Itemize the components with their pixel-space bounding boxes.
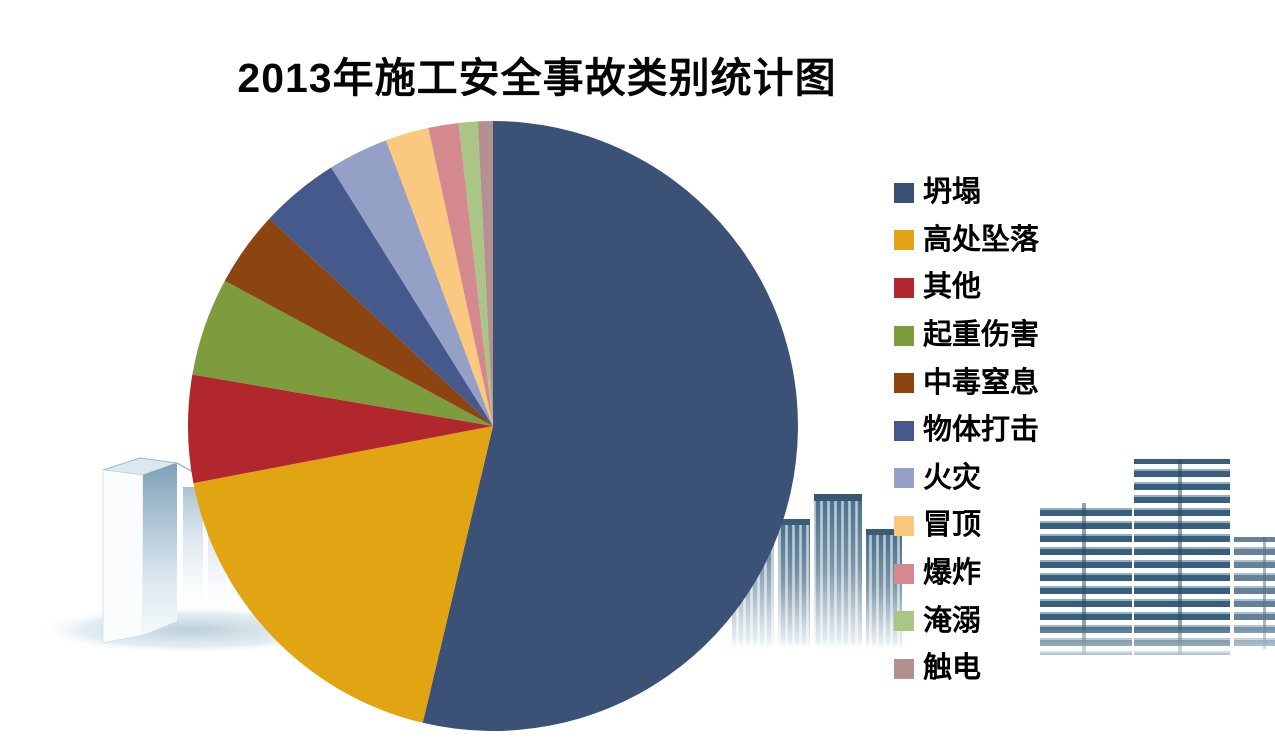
legend-item-爆炸: 爆炸 xyxy=(894,550,1039,598)
legend-swatch-icon xyxy=(894,563,914,584)
legend-swatch-icon xyxy=(894,515,914,536)
legend-item-触电: 触电 xyxy=(894,645,1039,693)
legend-swatch-icon xyxy=(894,468,914,489)
pie-slice-淹溺 xyxy=(458,121,493,426)
pie-chart xyxy=(188,121,798,732)
legend-item-淹溺: 淹溺 xyxy=(894,597,1039,645)
legend: 坍塌高处坠落其他起重伤害中毒窒息物体打击火灾冒顶爆炸淹溺触电 xyxy=(894,169,1039,693)
legend-swatch-icon xyxy=(894,182,914,203)
pie-slice-爆炸 xyxy=(428,122,493,426)
pie-slice-触电 xyxy=(477,121,493,426)
legend-item-冒顶: 冒顶 xyxy=(894,502,1039,550)
legend-item-物体打击: 物体打击 xyxy=(894,407,1039,455)
legend-label: 爆炸 xyxy=(923,557,982,590)
legend-label: 其他 xyxy=(923,271,982,304)
chart-title: 2013年施工安全事故类别统计图 xyxy=(237,55,837,101)
legend-label: 冒顶 xyxy=(923,509,982,542)
pie-slice-冒顶 xyxy=(386,127,493,427)
legend-label: 中毒窒息 xyxy=(923,366,1040,399)
legend-item-起重伤害: 起重伤害 xyxy=(894,312,1039,360)
legend-label: 物体打击 xyxy=(923,414,1040,447)
legend-label: 高处坠落 xyxy=(923,223,1040,256)
pie-slice-起重伤害 xyxy=(192,280,493,426)
legend-swatch-icon xyxy=(894,325,914,346)
legend-swatch-icon xyxy=(894,658,914,679)
legend-item-坍塌: 坍塌 xyxy=(894,169,1039,217)
pie-slice-高处坠落 xyxy=(193,426,493,723)
legend-label: 坍塌 xyxy=(923,176,982,209)
legend-item-其他: 其他 xyxy=(894,264,1039,312)
legend-swatch-icon xyxy=(894,420,914,441)
pie-slice-物体打击 xyxy=(269,167,493,426)
legend-swatch-icon xyxy=(894,230,914,251)
legend-label: 淹溺 xyxy=(923,604,982,637)
pie-slice-中毒窒息 xyxy=(224,218,493,426)
pie-slice-坍塌 xyxy=(422,121,798,732)
legend-swatch-icon xyxy=(894,277,914,298)
pie-slice-火灾 xyxy=(331,140,493,426)
pie-slice-其他 xyxy=(188,374,494,484)
legend-swatch-icon xyxy=(894,611,914,632)
legend-label: 起重伤害 xyxy=(923,319,1040,352)
legend-label: 火灾 xyxy=(923,461,982,494)
legend-item-中毒窒息: 中毒窒息 xyxy=(894,359,1039,407)
legend-item-火灾: 火灾 xyxy=(894,455,1039,503)
legend-swatch-icon xyxy=(894,373,914,394)
right-buildings-graphic xyxy=(1030,459,1275,668)
legend-item-高处坠落: 高处坠落 xyxy=(894,217,1039,265)
legend-label: 触电 xyxy=(923,652,982,685)
